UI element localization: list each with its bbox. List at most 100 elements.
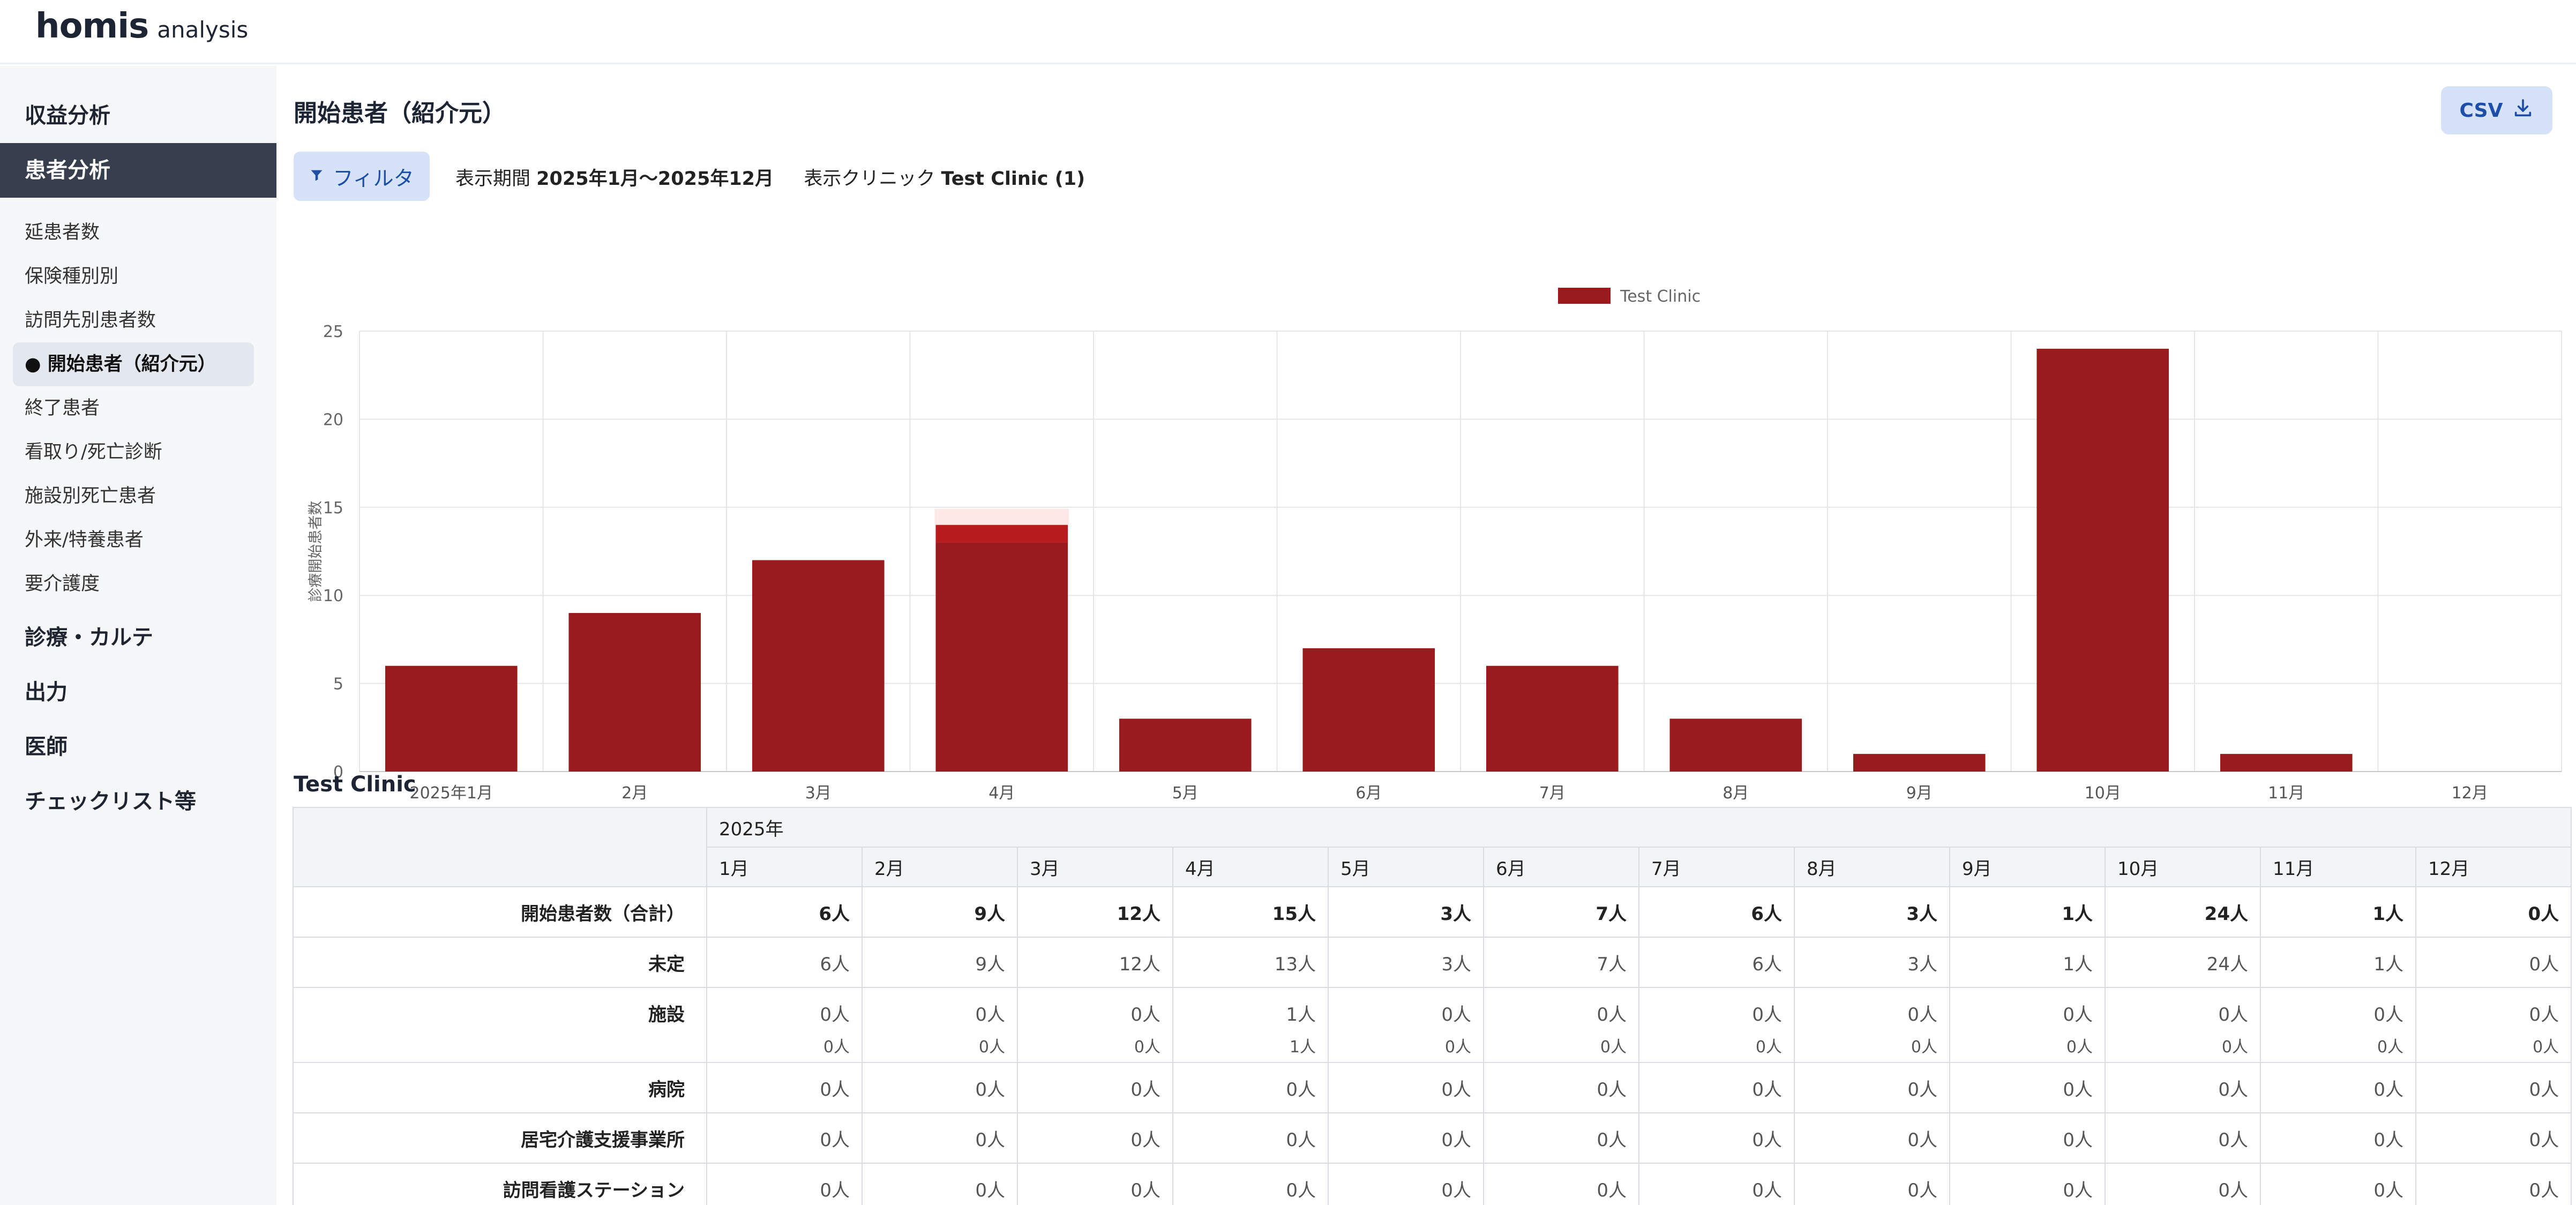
- app-header: homis analysis: [0, 0, 2576, 64]
- x-tick-label: 11月: [2268, 784, 2304, 803]
- table-cell: 0人: [1794, 1062, 1950, 1113]
- table-cell: 0人: [1483, 1163, 1639, 1205]
- table-cell: 3人: [1328, 937, 1484, 988]
- table-month-header: 12月: [2415, 847, 2572, 887]
- sidebar-item-care-level[interactable]: 要介護度: [25, 573, 100, 595]
- table-cell: 1人 1人: [1172, 987, 1329, 1063]
- filter-button[interactable]: フィルタ: [294, 152, 430, 201]
- patients-table: 2025年 1月 2月 3月 4月 5月 6月 7月 8月 9月 10月 11月 12月 開始患者数（合計…: [293, 807, 2572, 1205]
- table-cell: 0人: [2260, 1163, 2416, 1205]
- logo[interactable]: homis analysis: [35, 6, 248, 46]
- y-tick-label: 25: [323, 323, 343, 341]
- sidebar-item-total-patients[interactable]: 延患者数: [25, 222, 100, 243]
- table-cell: 0人: [1949, 1112, 2106, 1164]
- table-cell: 0人: [1483, 1062, 1639, 1113]
- table-row: 居宅介護支援事業所 0人 0人 0人 0人 0人 0人 0人 0人 0人 0人 0人 0人: [293, 1112, 2572, 1164]
- bar-2: [568, 613, 701, 772]
- y-tick-label: 15: [323, 499, 343, 518]
- x-tick-label: 4月: [989, 784, 1015, 803]
- table-cell: 0人 0人: [2260, 987, 2416, 1063]
- bar-5: [1119, 718, 1252, 772]
- table-month-header: 11月: [2260, 847, 2416, 887]
- table-row: 開始患者数（合計） 6人 9人 12人 15人 3人 7人 6人 3人 1人 24人 1人 0人: [293, 886, 2572, 938]
- bar-1: [385, 665, 518, 772]
- sidebar-item-insurance-type[interactable]: 保険種別別: [25, 266, 119, 287]
- table-cell: 0人: [2260, 1112, 2416, 1164]
- x-tick-label: 10月: [2085, 784, 2121, 803]
- download-icon: [2512, 98, 2534, 124]
- table-cell: 0人: [1172, 1163, 1329, 1205]
- row-label: 居宅介護支援事業所: [293, 1112, 707, 1164]
- cell-sub-value: 0人: [2377, 1038, 2403, 1057]
- x-tick-label: 6月: [1356, 784, 1382, 803]
- sidebar-group-doctors[interactable]: 医師: [25, 735, 68, 759]
- sidebar-item-death-diagnosis[interactable]: 看取り/死亡診断: [25, 441, 162, 463]
- table-cell: 0人: [2105, 1163, 2261, 1205]
- new-patients-bar-chart: 0 5 10 15 20 25 2025年1月 2月 3月 4月 5月 6月 7月 8月 9月 10月 11月 1…: [308, 287, 2562, 803]
- table-cell: 0人: [1638, 1163, 1795, 1205]
- table-cell: 24人: [2105, 886, 2261, 938]
- table-month-header: 9月: [1949, 847, 2106, 887]
- table-cell: 0人: [862, 1062, 1018, 1113]
- table-row: 未定 6人 9人 12人 13人 3人 7人 6人 3人 1人 24人 1人 0人: [293, 937, 2572, 988]
- table-cell: 1人: [2260, 886, 2416, 938]
- cell-value: 0人: [1441, 1004, 1471, 1026]
- x-tick-label: 2月: [621, 784, 648, 803]
- table-cell: 12人: [1017, 886, 1173, 938]
- sidebar-group-output[interactable]: 出力: [25, 680, 68, 705]
- table-cell: 1人: [1949, 886, 2106, 938]
- table-cell: 0人: [1483, 1112, 1639, 1164]
- table-cell: 9人: [862, 886, 1018, 938]
- filter-button-label: フィルタ: [333, 166, 414, 190]
- sidebar-group-checklist[interactable]: チェックリスト等: [25, 789, 196, 814]
- table-cell: 0人: [1017, 1163, 1173, 1205]
- sidebar-item-ended-patients[interactable]: 終了患者: [25, 398, 100, 419]
- logo-main-text: homis: [35, 6, 149, 46]
- table-cell: 0人 0人: [1638, 987, 1795, 1063]
- cell-sub-value: 0人: [1134, 1038, 1160, 1057]
- table-cell: 0人: [2415, 1163, 2572, 1205]
- logo-sub-text: analysis: [157, 17, 249, 43]
- table-cell: 0人: [1638, 1112, 1795, 1164]
- sidebar-item-outpatient[interactable]: 外来/特養患者: [25, 529, 144, 551]
- table-cell: 0人: [1949, 1062, 2106, 1113]
- table-cell: 7人: [1483, 886, 1639, 938]
- table-cell: 0人: [1328, 1062, 1484, 1113]
- sidebar-group-medical-records[interactable]: 診療・カルテ: [25, 625, 153, 650]
- table-cell: 6人: [1638, 886, 1795, 938]
- bar-6: [1302, 648, 1435, 772]
- table-cell: 3人: [1328, 886, 1484, 938]
- legend-swatch: [1558, 288, 1611, 304]
- table-cell: 0人: [2105, 1112, 2261, 1164]
- table-cell: 12人: [1017, 937, 1173, 988]
- y-tick-label: 20: [323, 410, 343, 429]
- clinic-value: Test Clinic (1): [941, 168, 1085, 190]
- cell-sub-value: 0人: [823, 1038, 850, 1057]
- csv-download-button[interactable]: CSV: [2441, 86, 2552, 134]
- table-month-header: 6月: [1483, 847, 1639, 887]
- table-cell: 3人: [1794, 886, 1950, 938]
- sidebar-item-visit-destination[interactable]: 訪問先別患者数: [25, 310, 156, 331]
- table-cell: 0人 0人: [1483, 987, 1639, 1063]
- cell-sub-value: 0人: [1911, 1038, 1937, 1057]
- sidebar-item-new-patients[interactable]: ● 開始患者（紹介元）: [13, 342, 254, 386]
- row-label: 未定: [293, 937, 707, 988]
- table-cell: 0人: [862, 1163, 1018, 1205]
- row-label: 開始患者数（合計）: [293, 886, 707, 938]
- sidebar-group-patients[interactable]: 患者分析: [0, 143, 276, 198]
- table-title: Test Clinic: [294, 772, 416, 797]
- table-cell: 13人: [1172, 937, 1329, 988]
- sidebar-item-facility-deaths[interactable]: 施設別死亡患者: [25, 485, 156, 507]
- cell-value: 0人: [1597, 1004, 1627, 1026]
- filter-summary: 表示期間 2025年1月〜2025年12月 表示クリニック Test Clini…: [455, 163, 1085, 191]
- period-value: 2025年1月〜2025年12月: [536, 168, 774, 190]
- sidebar-group-revenue[interactable]: 収益分析: [25, 103, 110, 128]
- table-cell: 3人: [1794, 937, 1950, 988]
- y-tick-label: 10: [323, 587, 343, 605]
- cell-value: 0人: [1752, 1004, 1782, 1026]
- legend-label: Test Clinic: [1620, 287, 1701, 306]
- bar-7: [1486, 665, 1619, 772]
- table-cell: 0人 0人: [2415, 987, 2572, 1063]
- table-cell: 0人 0人: [1949, 987, 2106, 1063]
- table-cell: 0人: [862, 1112, 1018, 1164]
